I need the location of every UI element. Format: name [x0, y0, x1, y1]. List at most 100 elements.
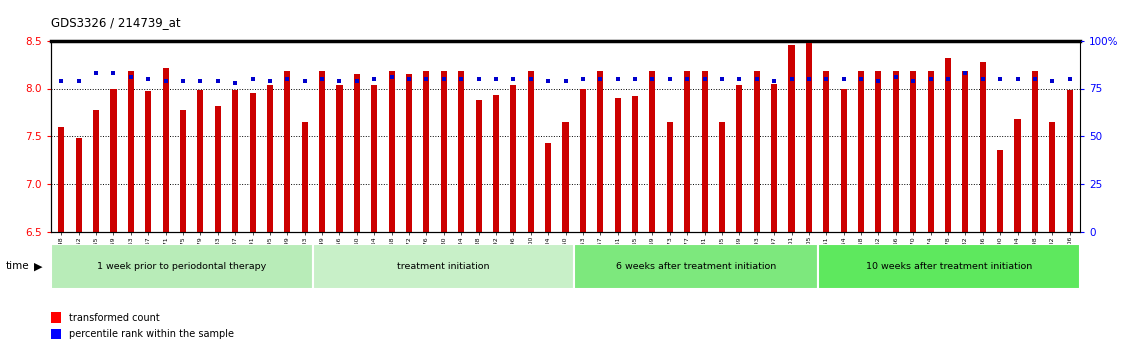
Bar: [545, 143, 551, 232]
Bar: [215, 106, 221, 232]
Bar: [1015, 119, 1020, 232]
Bar: [927, 71, 933, 232]
Point: [1026, 76, 1044, 82]
Bar: [528, 71, 534, 232]
Text: GDS3326 / 214739_at: GDS3326 / 214739_at: [51, 16, 181, 29]
Point: [696, 76, 714, 82]
Bar: [858, 71, 864, 232]
Text: 6 weeks after treatment initiation: 6 weeks after treatment initiation: [616, 262, 777, 271]
Text: transformed count: transformed count: [69, 313, 159, 322]
Bar: [562, 122, 569, 232]
Bar: [1050, 122, 1055, 232]
Bar: [145, 91, 152, 232]
Point: [382, 74, 400, 80]
Bar: [806, 42, 812, 232]
Point: [922, 76, 940, 82]
Bar: [823, 71, 829, 232]
Bar: [51, 244, 312, 289]
Point: [278, 76, 296, 82]
Point: [104, 70, 122, 76]
Point: [765, 78, 783, 84]
Point: [974, 76, 992, 82]
Point: [904, 78, 922, 84]
Bar: [614, 98, 621, 232]
Bar: [510, 85, 517, 232]
Bar: [284, 71, 291, 232]
Point: [713, 76, 731, 82]
Point: [52, 78, 70, 84]
Point: [452, 76, 470, 82]
Bar: [910, 71, 916, 232]
Bar: [59, 127, 64, 232]
Point: [573, 76, 592, 82]
Bar: [128, 71, 133, 232]
Point: [469, 76, 487, 82]
Bar: [632, 96, 638, 232]
Point: [434, 76, 452, 82]
Bar: [319, 71, 325, 232]
Point: [261, 78, 279, 84]
Point: [417, 76, 435, 82]
Text: treatment initiation: treatment initiation: [397, 262, 490, 271]
Point: [1009, 76, 1027, 82]
Point: [957, 70, 975, 76]
Bar: [354, 74, 360, 232]
Bar: [493, 95, 499, 232]
Point: [991, 76, 1009, 82]
Point: [556, 78, 575, 84]
Point: [365, 76, 383, 82]
Point: [783, 76, 801, 82]
Point: [818, 76, 836, 82]
Point: [226, 80, 244, 86]
Text: 10 weeks after treatment initiation: 10 weeks after treatment initiation: [866, 262, 1033, 271]
Bar: [250, 93, 256, 232]
Bar: [597, 71, 603, 232]
Point: [592, 76, 610, 82]
Bar: [1067, 90, 1072, 232]
Bar: [684, 71, 690, 232]
Bar: [336, 85, 343, 232]
Point: [174, 78, 192, 84]
Text: time: time: [6, 261, 29, 272]
Point: [243, 76, 261, 82]
Bar: [962, 71, 968, 232]
Point: [661, 76, 679, 82]
Point: [521, 76, 539, 82]
Point: [487, 76, 506, 82]
Bar: [667, 122, 673, 232]
Bar: [111, 88, 116, 232]
Point: [313, 76, 331, 82]
Bar: [649, 71, 656, 232]
Text: ▶: ▶: [34, 261, 43, 272]
Bar: [406, 74, 412, 232]
Bar: [575, 244, 819, 289]
Point: [539, 78, 558, 84]
Bar: [312, 244, 575, 289]
Bar: [51, 329, 61, 339]
Bar: [163, 68, 169, 232]
Bar: [701, 71, 708, 232]
Point: [156, 78, 174, 84]
Point: [852, 76, 870, 82]
Point: [122, 74, 140, 80]
Bar: [232, 90, 239, 232]
Bar: [819, 244, 1080, 289]
Point: [731, 76, 749, 82]
Bar: [771, 84, 777, 232]
Text: 1 week prior to periodontal therapy: 1 week prior to periodontal therapy: [97, 262, 267, 271]
Bar: [441, 71, 447, 232]
Point: [1061, 76, 1079, 82]
Bar: [389, 71, 395, 232]
Point: [191, 78, 209, 84]
Bar: [788, 46, 795, 232]
Bar: [736, 85, 742, 232]
Point: [625, 76, 644, 82]
Bar: [423, 71, 430, 232]
Point: [644, 76, 662, 82]
Bar: [51, 312, 61, 323]
Bar: [475, 100, 482, 232]
Bar: [371, 85, 378, 232]
Point: [748, 76, 766, 82]
Text: percentile rank within the sample: percentile rank within the sample: [69, 329, 234, 339]
Bar: [458, 71, 464, 232]
